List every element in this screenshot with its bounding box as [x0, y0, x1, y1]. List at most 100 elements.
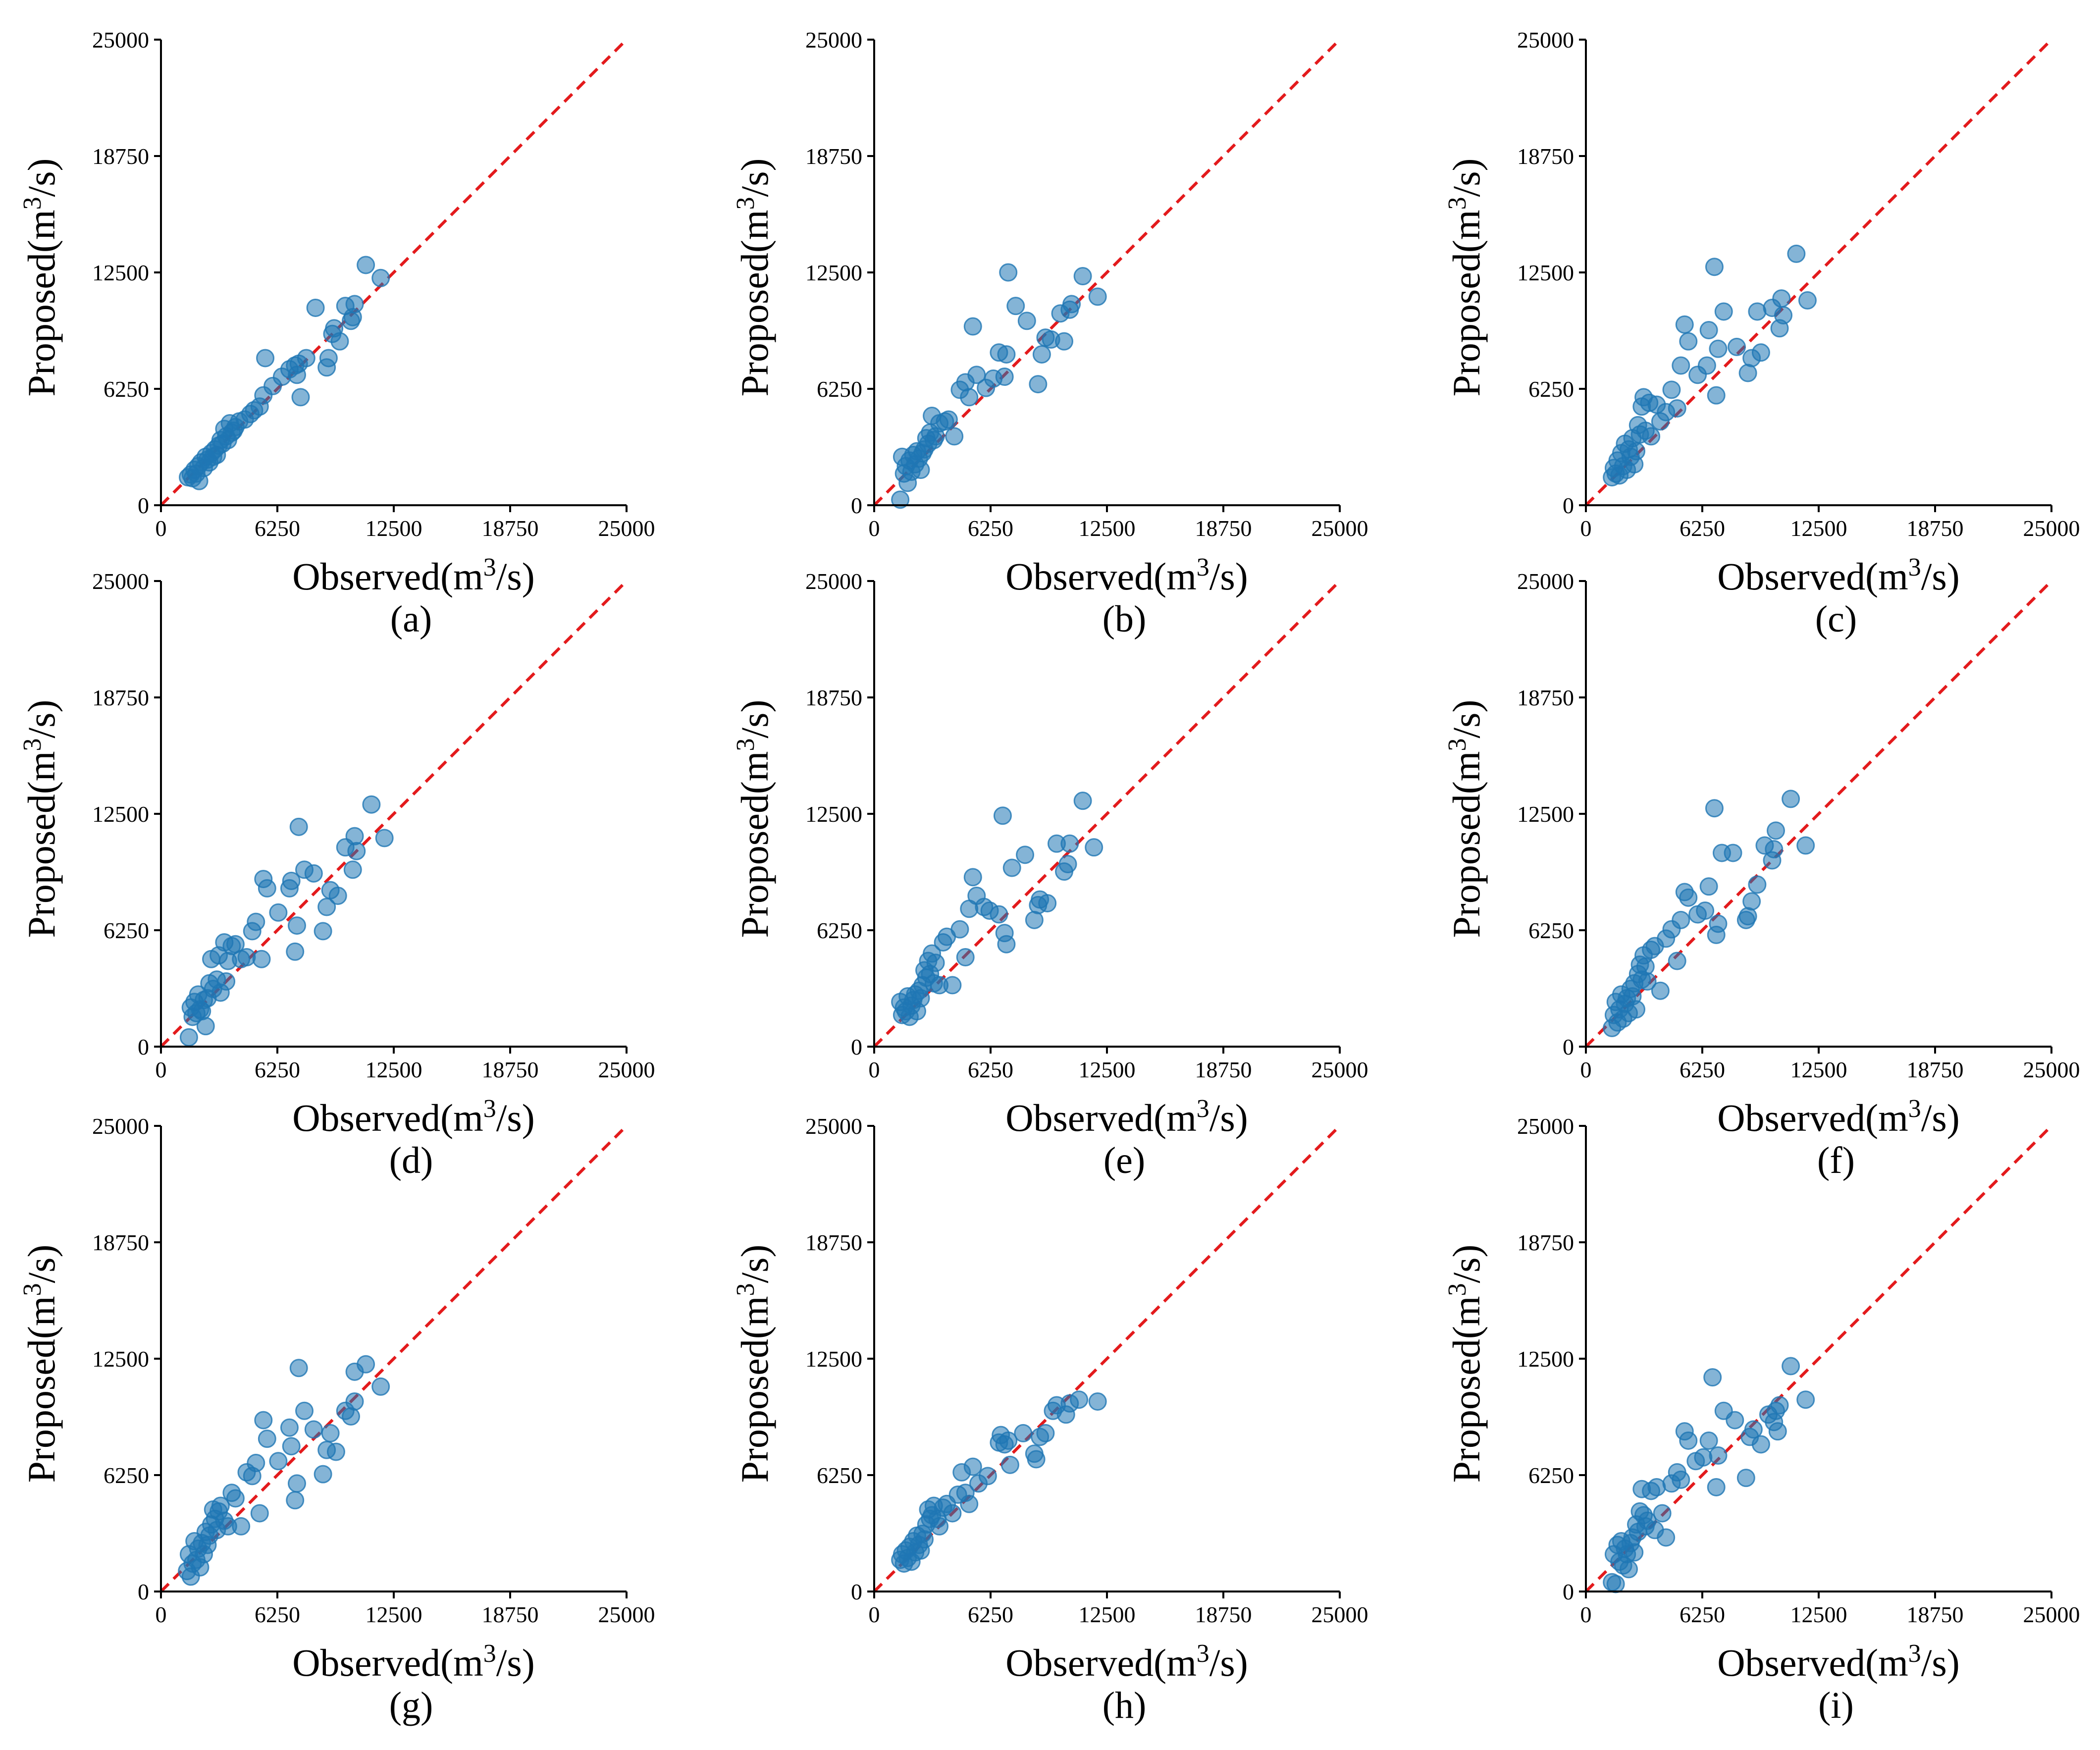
data-point: [1694, 1448, 1713, 1467]
x-tick-label: 25000: [2023, 1057, 2080, 1082]
y-tick-label: 6250: [1528, 376, 1574, 402]
data-point: [232, 1517, 251, 1536]
x-tick-label: 6250: [1680, 516, 1725, 541]
panel-label: (b): [1102, 598, 1147, 640]
reference-line: [159, 580, 628, 1048]
x-tick-label: 12500: [1790, 516, 1847, 541]
x-tick-label: 12500: [366, 1057, 422, 1082]
y-axis-label: Proposed(m3/s): [18, 1245, 63, 1483]
data-point: [304, 1420, 323, 1439]
data-point: [237, 948, 256, 967]
data-point: [1796, 1390, 1815, 1409]
panel-label: (i): [1818, 1685, 1854, 1726]
data-point: [375, 829, 394, 848]
y-axis-label: Proposed(m3/s): [1443, 159, 1488, 397]
x-tick-label: 6250: [255, 1057, 300, 1082]
data-point: [1085, 838, 1103, 857]
data-point: [993, 806, 1012, 825]
data-point: [1606, 1575, 1625, 1593]
data-point: [371, 268, 390, 287]
y-tick-label: 12500: [1517, 260, 1574, 285]
y-tick-label: 25000: [1517, 1114, 1574, 1139]
x-tick-label: 25000: [1312, 1057, 1368, 1082]
data-point: [926, 954, 945, 972]
x-tick-label: 0: [1580, 1057, 1592, 1082]
data-point: [1668, 952, 1686, 970]
data-point: [963, 1457, 982, 1476]
data-point: [1696, 902, 1715, 920]
data-point: [1787, 244, 1806, 263]
x-tick-label: 0: [869, 1602, 880, 1627]
data-point: [1073, 792, 1092, 810]
data-point: [963, 317, 982, 336]
y-tick-label: 0: [1563, 493, 1574, 518]
data-point: [1707, 1478, 1726, 1496]
data-point: [1679, 332, 1698, 351]
data-point: [1088, 1392, 1107, 1411]
data-point: [1726, 1411, 1744, 1430]
data-point: [930, 1517, 949, 1536]
y-axis-label: Proposed(m3/s): [732, 1245, 777, 1483]
data-point: [997, 345, 1016, 364]
x-tick-label: 6250: [1680, 1602, 1725, 1627]
x-tick-label: 18750: [482, 1057, 539, 1082]
y-axis-label: Proposed(m3/s): [1443, 1245, 1488, 1483]
data-point: [345, 295, 364, 314]
data-point: [995, 368, 1014, 386]
data-point: [1642, 427, 1661, 446]
data-point: [319, 349, 338, 368]
data-point: [943, 976, 962, 995]
data-point: [1036, 1424, 1055, 1442]
x-tick-label: 18750: [1195, 516, 1252, 541]
panel-label: (h): [1102, 1685, 1147, 1726]
data-point: [371, 1377, 390, 1396]
x-tick-label: 6250: [1680, 1057, 1725, 1082]
x-axis-label: Observed(m3/s): [292, 553, 535, 598]
data-point: [226, 1489, 245, 1508]
y-tick-label: 18750: [92, 144, 149, 169]
data-point: [891, 490, 910, 509]
data-point: [269, 1452, 288, 1471]
data-point: [286, 1491, 305, 1510]
data-point: [291, 388, 310, 407]
data-point: [1073, 267, 1092, 286]
x-tick-label: 25000: [2023, 516, 2080, 541]
panel-a: 0 6250 12500 18750 25000 0 6250 12500 18750 25000…: [18, 27, 655, 640]
data-point: [1000, 1455, 1019, 1474]
y-tick-label: 0: [851, 1579, 862, 1604]
data-point: [960, 1494, 979, 1513]
data-point: [1025, 910, 1044, 929]
x-tick-label: 12500: [1079, 516, 1136, 541]
data-point: [362, 795, 381, 814]
data-point: [1774, 306, 1793, 324]
data-point: [1770, 1396, 1789, 1415]
x-tick-label: 18750: [1195, 1602, 1252, 1627]
x-tick-label: 25000: [2023, 1602, 2080, 1627]
x-tick-label: 18750: [482, 1602, 539, 1627]
data-point: [304, 864, 323, 883]
data-point: [1627, 442, 1646, 461]
panel-label: (d): [389, 1140, 433, 1181]
data-point: [1016, 846, 1035, 864]
x-axis-label: Observed(m3/s): [1717, 553, 1960, 598]
data-point: [943, 1504, 962, 1523]
data-point: [1672, 1470, 1690, 1489]
data-point: [252, 950, 271, 968]
y-tick-label: 12500: [1517, 1346, 1574, 1372]
data-point: [1705, 799, 1724, 818]
data-point: [1014, 1424, 1033, 1442]
data-point: [1619, 1560, 1638, 1579]
data-point: [1672, 910, 1690, 929]
data-point: [963, 868, 982, 887]
y-tick-label: 6250: [817, 376, 862, 402]
panel-label: (f): [1817, 1140, 1855, 1181]
data-point: [326, 1442, 345, 1461]
data-point: [1697, 356, 1716, 375]
data-point: [1798, 291, 1817, 310]
x-axis-label: Observed(m3/s): [1005, 1095, 1248, 1140]
y-tick-label: 6250: [104, 1463, 149, 1488]
x-tick-label: 25000: [1312, 516, 1368, 541]
y-tick-label: 25000: [805, 569, 862, 594]
y-tick-label: 0: [1563, 1579, 1574, 1604]
data-point: [945, 427, 964, 446]
